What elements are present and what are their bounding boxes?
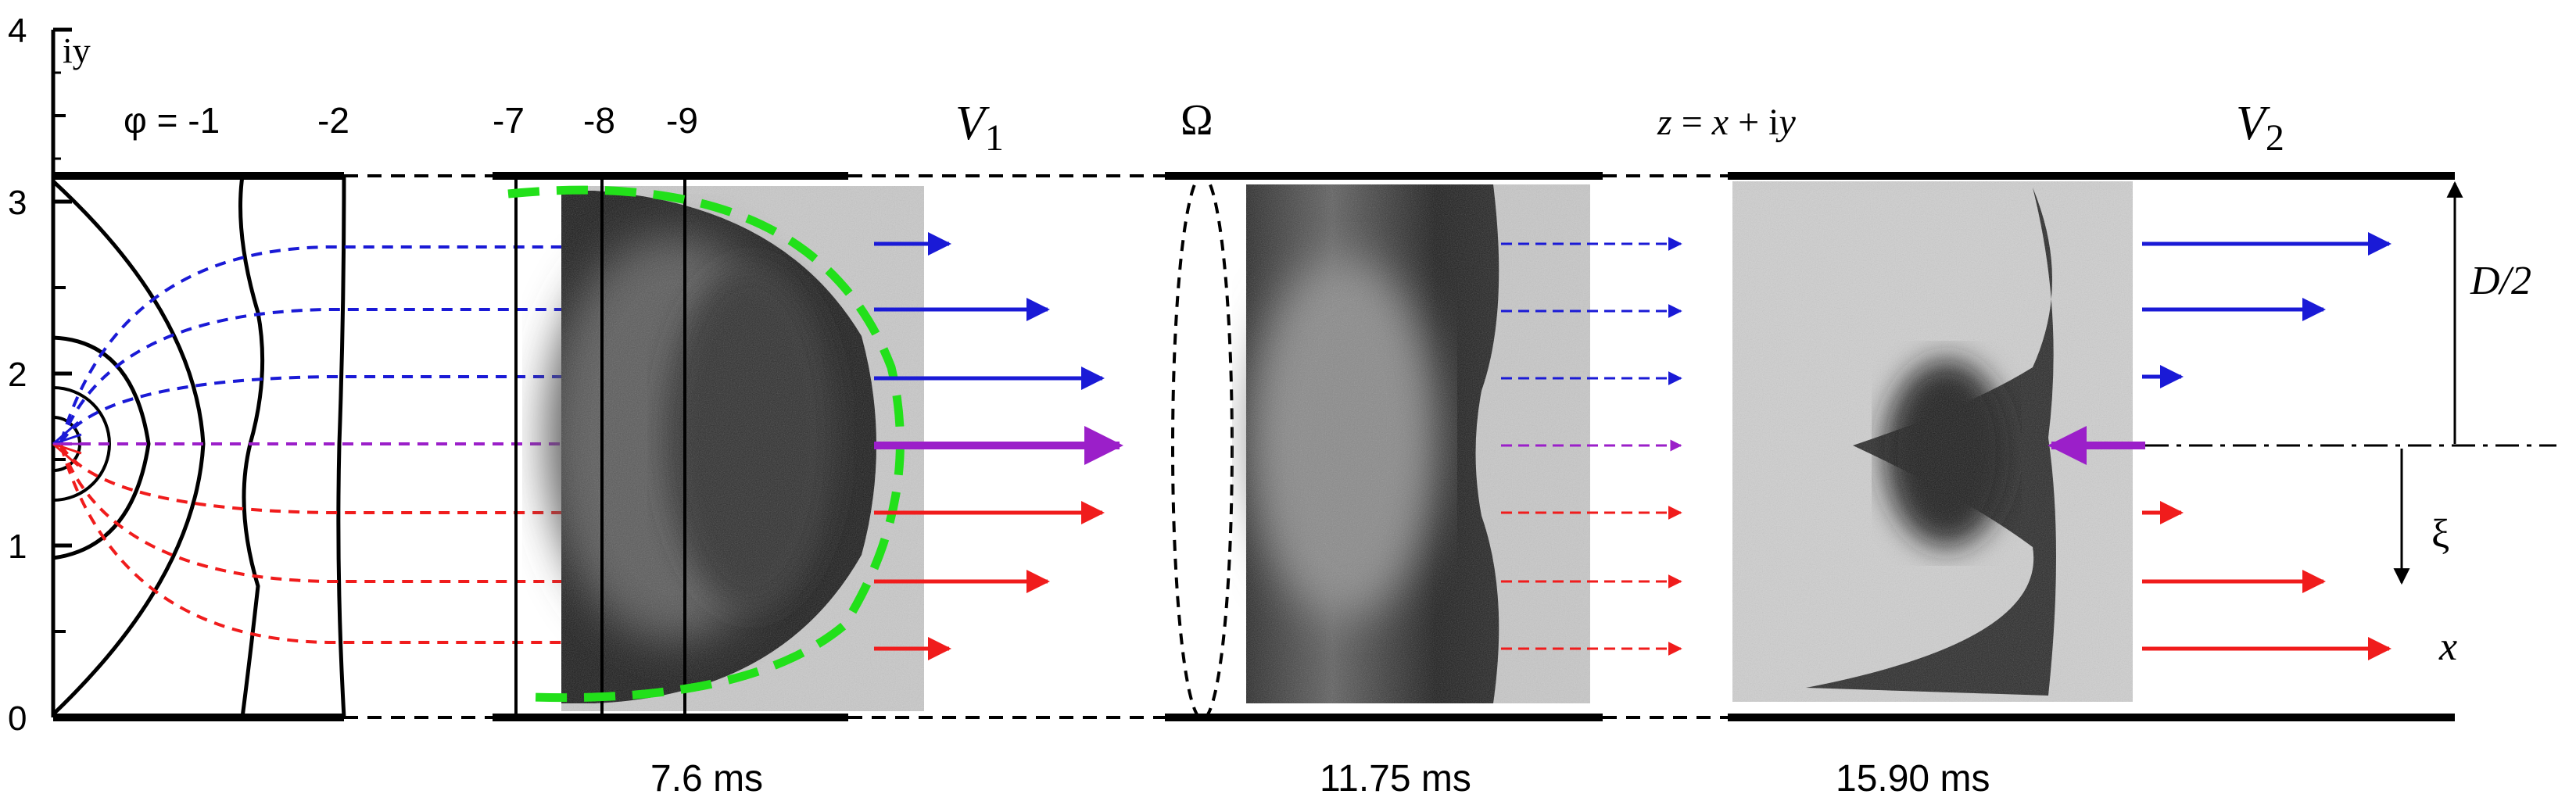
y-tick-label-2: 2 (8, 356, 27, 394)
channel-walls (53, 172, 2455, 721)
phi-minus-2-label: -2 (317, 100, 349, 141)
xi-label: ξ (2431, 512, 2449, 556)
photo-panel-1 (547, 186, 924, 711)
v1-label: V1 (955, 97, 1004, 159)
omega-label: Ω (1181, 96, 1213, 145)
y-tick-label-1: 1 (8, 528, 27, 566)
velocity-arrows-v1 (874, 232, 1123, 660)
x-label: x (2438, 624, 2457, 669)
v2-label: V2 (2236, 97, 2284, 159)
grid-lines-panel-1 (514, 176, 686, 717)
equipotential-large (52, 180, 206, 716)
phi-minus-8-label: -8 (583, 100, 615, 141)
omega-cross-section (1171, 173, 1234, 721)
right-annotations (2145, 181, 2556, 585)
y-tick-label-4: 4 (8, 12, 27, 50)
y-axis: 0 1 2 3 4 iy (8, 12, 91, 738)
labels: φ = -1 -2 -7 -8 -9 V1 Ω z = x + iy V2 D/… (124, 96, 2531, 799)
v-arrows-faint (1501, 237, 1682, 656)
velocity-arrows-v2 (2048, 232, 2391, 660)
y-tick-label-3: 3 (8, 184, 27, 222)
streamline-upper-3 (59, 375, 569, 444)
phi-equation-label: φ = -1 (124, 100, 220, 141)
equipotential-mid (52, 335, 151, 560)
potential-field (52, 175, 569, 718)
equipotential-phi-minus-2 (336, 175, 346, 718)
time-label-1: 7.6 ms (650, 758, 763, 799)
photo-panel-2 (1246, 184, 1590, 703)
d-half-label: D/2 (2470, 259, 2531, 303)
streamline-lower-2 (59, 445, 569, 583)
time-label-3: 15.90 ms (1836, 758, 1990, 799)
z-equation-label: z = x + iy (1657, 102, 1796, 143)
y-axis-label: iy (63, 30, 91, 70)
time-label-2: 11.75 ms (1320, 758, 1471, 799)
phi-minus-9-label: -9 (666, 100, 698, 141)
streamline-lower-3 (59, 445, 569, 644)
streamline-lower-1 (59, 444, 569, 514)
y-tick-label-0: 0 (8, 699, 27, 738)
streamline-upper-2 (59, 308, 569, 443)
interface-curve (507, 185, 905, 703)
phi-minus-7-label: -7 (493, 100, 525, 141)
